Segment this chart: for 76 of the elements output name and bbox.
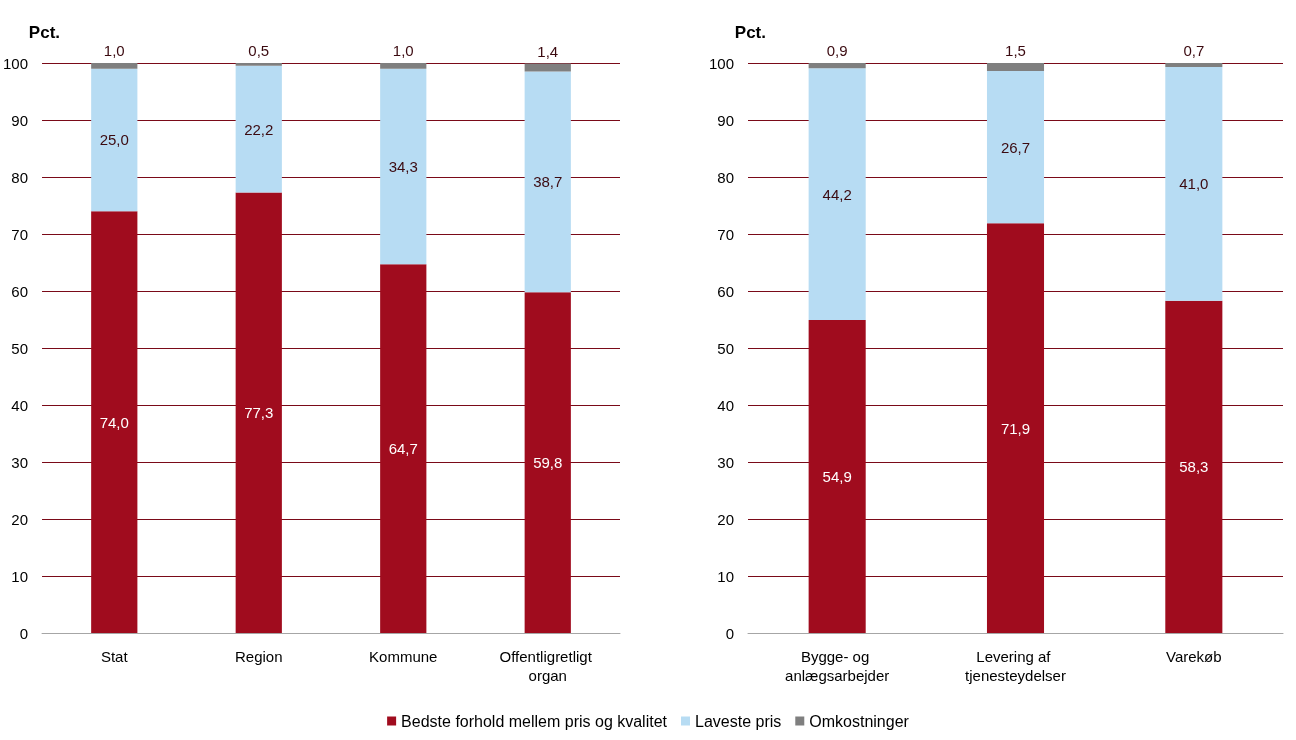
data-label: 34,3 xyxy=(388,157,418,175)
y-tick-label: 10 xyxy=(717,567,734,585)
bar xyxy=(524,71,571,293)
y-tick-label: 90 xyxy=(11,111,29,129)
y-tick-label: 10 xyxy=(11,567,29,585)
data-label: 74,0 xyxy=(99,413,129,431)
data-label: 44,2 xyxy=(822,185,852,203)
bar xyxy=(235,192,282,633)
data-label: 77,3 xyxy=(244,404,274,422)
data-label: 1,0 xyxy=(392,42,414,59)
bar xyxy=(91,211,138,633)
data-label: 0,9 xyxy=(826,42,848,59)
bar xyxy=(235,65,282,193)
data-label: 1,5 xyxy=(1005,42,1026,59)
y-tick-label: 90 xyxy=(717,111,734,129)
data-label: 71,9 xyxy=(1000,419,1031,437)
x-tick-label: Region xyxy=(234,648,283,665)
bar xyxy=(524,292,571,633)
bar xyxy=(524,63,571,72)
bar xyxy=(91,63,138,69)
bar xyxy=(235,63,282,66)
data-label: 26,7 xyxy=(1000,138,1031,156)
y-tick-label: 20 xyxy=(11,510,29,528)
data-label: 22,2 xyxy=(244,120,274,138)
data-label: 1,0 xyxy=(103,42,125,59)
bar xyxy=(808,320,866,633)
data-label: 25,0 xyxy=(99,131,129,149)
bar xyxy=(808,63,866,69)
x-tick-label: Offentligretligt organ xyxy=(499,648,596,684)
x-tick-label: Kommune xyxy=(369,648,438,665)
y-tick-label: 30 xyxy=(717,453,734,471)
y-tick-label: 70 xyxy=(11,225,29,243)
bar xyxy=(380,68,427,265)
y-tick-label: 100 xyxy=(708,54,734,72)
legend-label: Bedste forhold mellem pris og kvalitet xyxy=(401,712,668,730)
bar xyxy=(1165,300,1223,633)
y-tick-label: 40 xyxy=(717,396,734,414)
data-label: 54,9 xyxy=(822,468,852,486)
bar xyxy=(380,63,427,69)
y-tick-label: 80 xyxy=(11,168,29,186)
data-label: 41,0 xyxy=(1179,175,1209,193)
y-tick-label: 50 xyxy=(11,339,29,357)
y-tick-label: 20 xyxy=(717,510,734,528)
bar xyxy=(986,223,1045,633)
data-label: 1,4 xyxy=(537,42,559,60)
data-label: 0,7 xyxy=(1183,42,1205,59)
x-tick-label: Levering af tjenesteydelser xyxy=(965,648,1066,684)
y-tick-label: 60 xyxy=(717,282,734,300)
bar xyxy=(1165,66,1223,301)
legend-label: Laveste pris xyxy=(695,712,782,730)
y-axis-title: Pct. xyxy=(734,23,766,42)
bar xyxy=(91,68,138,212)
y-tick-label: 70 xyxy=(717,225,734,243)
data-label: 59,8 xyxy=(533,454,563,472)
y-tick-label: 100 xyxy=(3,54,29,72)
x-tick-label: Stat xyxy=(100,648,129,665)
y-tick-label: 60 xyxy=(11,282,29,300)
y-axis-title: Pct. xyxy=(28,23,61,42)
bar xyxy=(1165,63,1223,67)
legend-label: Omkostninger xyxy=(809,712,910,730)
y-tick-label: 0 xyxy=(19,624,29,642)
x-tick-label: Bygge- og anlægsarbejder xyxy=(785,648,890,684)
data-label: 64,7 xyxy=(388,440,418,458)
bar xyxy=(808,68,866,321)
data-label: 38,7 xyxy=(533,173,563,191)
data-label: 0,5 xyxy=(248,42,270,59)
y-tick-label: 0 xyxy=(725,624,734,642)
y-tick-label: 80 xyxy=(717,168,734,186)
y-tick-label: 30 xyxy=(11,453,29,471)
bar xyxy=(986,70,1045,224)
bar xyxy=(380,264,427,633)
x-tick-label: Varekøb xyxy=(1166,648,1222,665)
y-tick-label: 50 xyxy=(717,339,734,357)
y-tick-label: 40 xyxy=(11,396,29,414)
data-label: 58,3 xyxy=(1179,458,1209,476)
bar xyxy=(986,63,1045,71)
